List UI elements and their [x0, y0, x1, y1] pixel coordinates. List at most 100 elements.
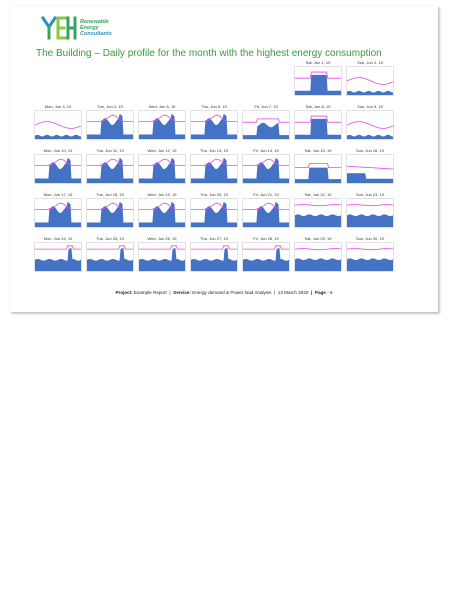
daily-load-chart — [191, 114, 237, 139]
load-area — [347, 173, 393, 183]
day-profile-cell: Fri, Jun 7, 19 — [242, 104, 290, 140]
day-profile-cell: Mon, Jun 17, 19 — [34, 192, 82, 228]
report-title: The Building – Daily profile for the mon… — [36, 48, 382, 59]
reference-line — [191, 158, 237, 167]
daily-load-chart — [87, 114, 133, 139]
mini-chart-frame — [346, 154, 394, 184]
reference-line — [347, 121, 393, 129]
logo-line-3: Consultants — [80, 31, 112, 37]
day-profile-cell: Mon, Jun 10, 19 — [34, 148, 82, 184]
footer-page-label: Page — [314, 290, 326, 295]
day-label: Thu, Jun 27, 19 — [200, 236, 228, 241]
day-label: Tue, Jun 18, 19 — [96, 192, 124, 197]
load-area — [295, 258, 341, 271]
mini-chart-frame — [346, 198, 394, 228]
load-area — [295, 167, 341, 183]
day-profile-cell: Sat, Jun 8, 19 — [294, 104, 342, 140]
reference-line — [139, 158, 185, 167]
mini-chart-frame — [346, 66, 394, 96]
load-area — [139, 247, 185, 271]
mini-chart-frame — [86, 242, 134, 272]
reference-line — [295, 204, 341, 207]
day-label: Tue, Jun 4, 19 — [97, 104, 123, 109]
mini-chart-frame — [294, 242, 342, 272]
daily-load-chart — [87, 158, 133, 183]
reference-line — [243, 202, 289, 211]
load-area — [191, 202, 237, 227]
reference-line — [87, 245, 133, 250]
mini-chart-frame — [34, 154, 82, 184]
reference-line — [35, 121, 81, 129]
load-area — [35, 134, 81, 139]
load-area — [87, 202, 133, 227]
load-area — [295, 74, 341, 95]
mini-chart-frame — [34, 242, 82, 272]
daily-load-chart — [139, 245, 185, 271]
load-area — [191, 247, 237, 271]
reference-line — [139, 245, 185, 250]
reference-line — [295, 71, 341, 79]
load-area — [243, 247, 289, 271]
day-profile-cell: Tue, Jun 4, 19 — [86, 104, 134, 140]
load-area — [347, 134, 393, 139]
load-area — [35, 158, 81, 183]
day-label: Fri, Jun 14, 19 — [253, 148, 279, 153]
daily-load-chart — [139, 114, 185, 139]
daily-load-chart — [347, 121, 393, 139]
logo-line-2: Energy — [80, 25, 99, 31]
daily-load-chart — [35, 202, 81, 227]
day-profile-cell: Thu, Jun 13, 19 — [190, 148, 238, 184]
reference-line — [191, 202, 237, 211]
page-footer: Project: Example Report | Service: Energ… — [10, 290, 438, 295]
daily-load-chart — [191, 245, 237, 271]
day-label: Sat, Jun 15, 19 — [304, 148, 332, 153]
day-label: Fri, Jun 21, 19 — [253, 192, 279, 197]
day-label: Wed, Jun 26, 19 — [147, 236, 177, 241]
daily-load-chart — [243, 118, 289, 139]
mini-chart-frame — [242, 242, 290, 272]
reference-line — [87, 158, 133, 167]
load-area — [243, 158, 289, 183]
daily-load-chart — [35, 121, 81, 139]
daily-load-chart — [139, 202, 185, 227]
reference-line — [347, 77, 393, 85]
day-label: Sun, Jun 2, 19 — [357, 60, 383, 65]
day-profile-cell: Wed, Jun 26, 19 — [138, 236, 186, 272]
load-area — [347, 90, 393, 95]
load-area — [35, 247, 81, 271]
day-label: Tue, Jun 25, 19 — [96, 236, 124, 241]
reference-line — [347, 165, 393, 170]
footer-project-label: Project: — [115, 290, 133, 295]
day-label: Thu, Jun 20, 19 — [200, 192, 228, 197]
day-profile-cell: Sun, Jun 23, 19 — [346, 192, 394, 228]
day-label: Sun, Jun 30, 19 — [355, 236, 385, 241]
reference-line — [35, 245, 81, 250]
day-label: Tue, Jun 11, 19 — [96, 148, 124, 153]
day-profile-cell: Sat, Jun 1, 19 — [294, 60, 342, 96]
daily-load-chart — [139, 158, 185, 183]
day-label: Wed, Jun 12, 19 — [147, 148, 177, 153]
daily-load-chart — [295, 248, 341, 271]
load-area — [35, 202, 81, 227]
reference-line — [243, 158, 289, 167]
mini-chart-frame — [190, 110, 238, 140]
load-area — [295, 118, 341, 139]
load-area — [87, 114, 133, 139]
mini-chart-frame — [294, 110, 342, 140]
day-label: Sat, Jun 1, 19 — [305, 60, 331, 65]
daily-load-chart — [87, 245, 133, 271]
footer-service-value: Energy demand & Power load Analysis — [192, 290, 272, 295]
daily-load-chart — [191, 158, 237, 183]
day-label: Sun, Jun 23, 19 — [355, 192, 385, 197]
mini-chart-frame — [86, 110, 134, 140]
load-area — [87, 247, 133, 271]
day-profile-cell: Wed, Jun 12, 19 — [138, 148, 186, 184]
reference-line — [87, 114, 133, 123]
load-area — [243, 202, 289, 227]
reference-line — [35, 158, 81, 167]
mini-chart-frame — [138, 242, 186, 272]
mini-chart-frame — [346, 242, 394, 272]
mini-chart-frame — [294, 198, 342, 228]
daily-load-chart — [295, 71, 341, 95]
day-label: Sun, Jun 9, 19 — [357, 104, 383, 109]
